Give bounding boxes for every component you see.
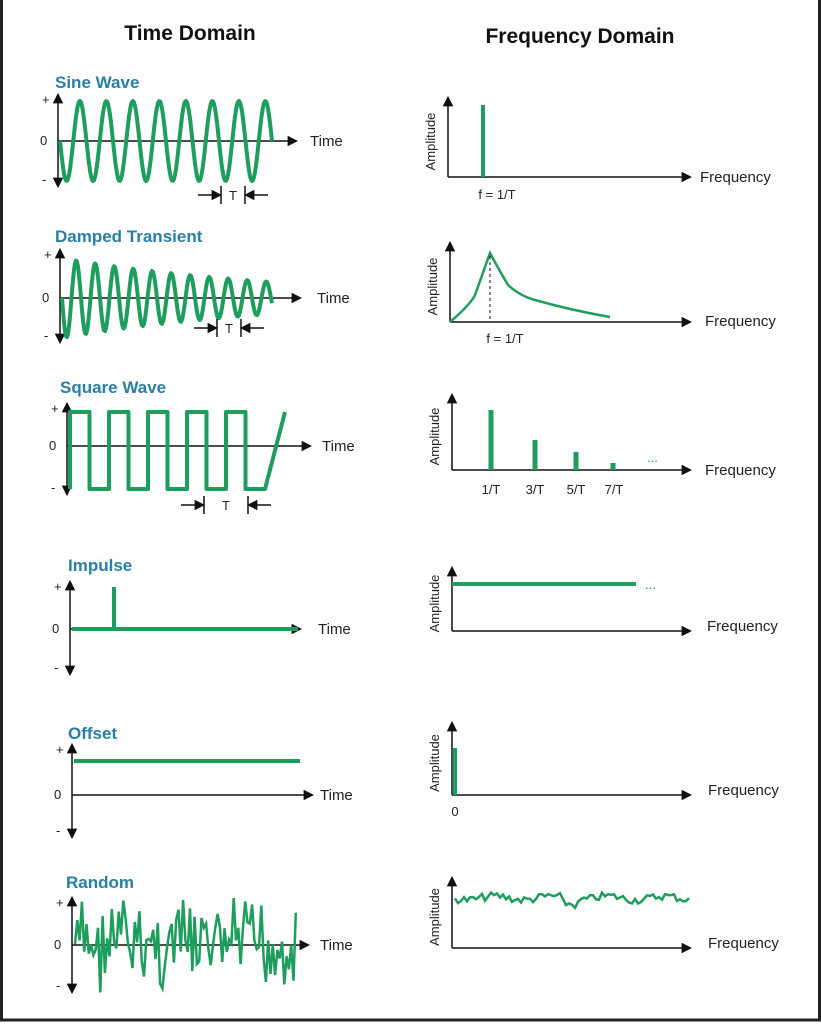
impulse-spike xyxy=(112,587,116,629)
zero-label: 0 xyxy=(52,621,59,636)
harmonic-label-1: 1/T xyxy=(482,482,501,497)
zero-label: 0 xyxy=(49,438,56,453)
random-spectrum xyxy=(453,890,690,911)
time-axis-label: Time xyxy=(310,133,343,150)
harmonic-bar-3 xyxy=(532,440,538,470)
damped-frequency-label: f = 1/T xyxy=(486,331,523,346)
harmonic-bar-1 xyxy=(488,410,494,470)
minus-label: - xyxy=(56,978,60,993)
harmonic-label-5: 5/T xyxy=(567,482,586,497)
minus-label: - xyxy=(42,172,46,187)
plus-label: + xyxy=(51,401,59,416)
minus-label: - xyxy=(51,480,55,495)
frequency-domain-header: Frequency Domain xyxy=(485,25,674,48)
amplitude-axis-label: Amplitude xyxy=(427,734,442,792)
plus-label: + xyxy=(42,92,50,107)
time-axis-label: Time xyxy=(320,937,353,954)
frequency-axis-label: Frequency xyxy=(705,313,776,330)
plus-label: + xyxy=(56,742,64,757)
zero-label: 0 xyxy=(54,787,61,802)
time-axis-label: Time xyxy=(317,290,350,307)
random-title: Random xyxy=(66,873,134,892)
amplitude-axis-label: Amplitude xyxy=(427,575,442,633)
minus-label: - xyxy=(44,328,48,343)
harmonic-bar-7 xyxy=(610,463,616,470)
frequency-axis-label: Frequency xyxy=(705,462,776,479)
harmonic-label-3: 3/T xyxy=(526,482,545,497)
sine-frequency-label: f = 1/T xyxy=(478,187,515,202)
amplitude-axis-label: Amplitude xyxy=(427,408,442,466)
zero-label: 0 xyxy=(54,937,61,952)
sine-period-label: T xyxy=(229,188,237,203)
random-signal xyxy=(73,898,298,993)
frequency-axis-label: Frequency xyxy=(707,618,778,635)
amplitude-axis-label: Amplitude xyxy=(423,113,438,171)
square-wave-signal xyxy=(68,410,287,491)
harmonic-ellipsis: ... xyxy=(647,450,658,465)
sine-spectrum-line xyxy=(481,105,485,177)
harmonic-bar-5 xyxy=(573,452,579,470)
zero-label: 0 xyxy=(42,290,49,305)
frequency-axis-label: Frequency xyxy=(708,782,779,799)
damped-transient-title: Damped Transient xyxy=(55,227,203,246)
amplitude-axis-label: Amplitude xyxy=(425,258,440,316)
harmonic-label-7: 7/T xyxy=(605,482,624,497)
frequency-axis-label: Frequency xyxy=(708,935,779,952)
impulse-title: Impulse xyxy=(68,556,132,575)
time-axis-label: Time xyxy=(322,438,355,455)
square-wave-title: Square Wave xyxy=(60,378,166,397)
offset-zero-label: 0 xyxy=(451,804,458,819)
plus-label: + xyxy=(56,895,64,910)
amplitude-axis-label: Amplitude xyxy=(427,888,442,946)
zero-label: 0 xyxy=(40,133,47,148)
plus-label: + xyxy=(54,579,62,594)
time-axis-label: Time xyxy=(320,787,353,804)
offset-dc-bar xyxy=(453,748,457,795)
plus-label: + xyxy=(44,247,52,262)
frequency-axis-label: Frequency xyxy=(700,169,771,186)
minus-label: - xyxy=(56,823,60,838)
square-period-label: T xyxy=(222,498,230,513)
impulse-ellipsis: ... xyxy=(645,577,656,592)
damped-transient-signal xyxy=(60,258,274,339)
sine-wave-title: Sine Wave xyxy=(55,73,139,92)
sine-wave-signal xyxy=(58,99,274,183)
time-axis-label: Time xyxy=(318,621,351,638)
damped-period-label: T xyxy=(225,321,233,336)
time-domain-header: Time Domain xyxy=(124,22,255,45)
minus-label: - xyxy=(54,660,58,675)
offset-title: Offset xyxy=(68,724,117,743)
damped-spectrum-curve xyxy=(449,249,611,323)
